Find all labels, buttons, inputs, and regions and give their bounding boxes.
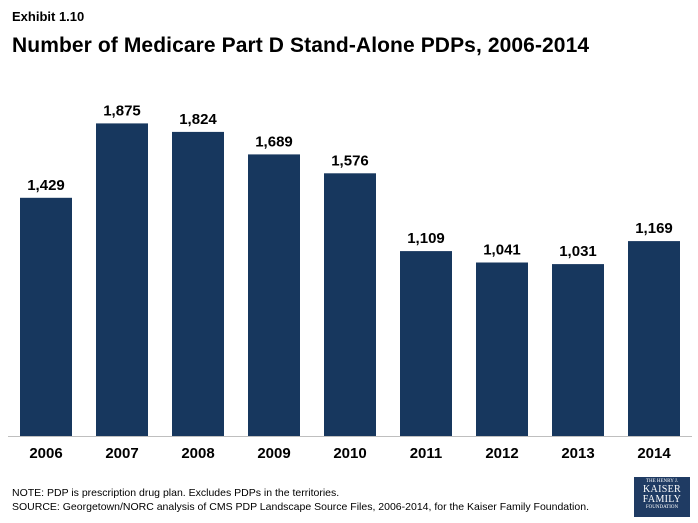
bar-2012 [476,262,528,436]
bar-2006 [20,197,72,436]
value-label-2014: 1,169 [635,220,673,237]
source-text: SOURCE: Georgetown/NORC analysis of CMS … [12,501,589,513]
value-label-2013: 1,031 [559,243,597,260]
logo-line-3: FAMILY [642,494,682,505]
logo-line-2: KAISER [643,484,681,495]
value-label-2012: 1,041 [483,242,521,259]
x-tick-label-2014: 2014 [637,445,671,462]
logo-line-4: FOUNDATION [645,505,679,510]
value-label-2011: 1,109 [407,230,445,247]
x-tick-labels-group: 2006 2007 2008 2009 2010 2011 2012 2013 2014 [29,445,671,462]
value-label-2006: 1,429 [27,177,65,194]
bar-2013 [552,264,604,436]
bar-chart: 1,429 1,875 1,824 1,689 1,576 1,109 1,041 1,031… [8,102,692,462]
value-label-2009: 1,689 [255,133,293,150]
x-tick-label-2009: 2009 [257,445,290,462]
x-tick-label-2006: 2006 [29,445,62,462]
x-tick-label-2012: 2012 [485,445,518,462]
x-tick-label-2007: 2007 [105,445,138,462]
note-text: NOTE: PDP is prescription drug plan. Exc… [12,487,340,499]
value-labels-group: 1,429 1,875 1,824 1,689 1,576 1,109 1,041 1,031… [27,102,673,260]
bar-2011 [400,251,452,436]
value-label-2008: 1,824 [179,111,217,128]
value-label-2010: 1,576 [331,152,369,169]
bar-2010 [324,173,376,437]
x-tick-label-2013: 2013 [561,445,594,462]
kff-logo: THE HENRY J. KAISER FAMILY FOUNDATION [634,477,690,517]
bar-2007 [96,123,148,437]
x-tick-label-2008: 2008 [181,445,214,462]
chart-title: Number of Medicare Part D Stand-Alone PD… [12,34,590,57]
bar-2009 [248,154,300,436]
logo-line-1: THE HENRY J. [645,479,679,484]
x-tick-label-2010: 2010 [333,445,366,462]
bar-2014 [628,241,680,436]
exhibit-label: Exhibit 1.10 [12,9,85,24]
bar-2008 [172,131,224,436]
x-tick-label-2011: 2011 [410,445,443,462]
footnotes: NOTE: PDP is prescription drug plan. Exc… [12,486,589,514]
value-label-2007: 1,875 [103,102,141,119]
bars-group [20,123,680,437]
